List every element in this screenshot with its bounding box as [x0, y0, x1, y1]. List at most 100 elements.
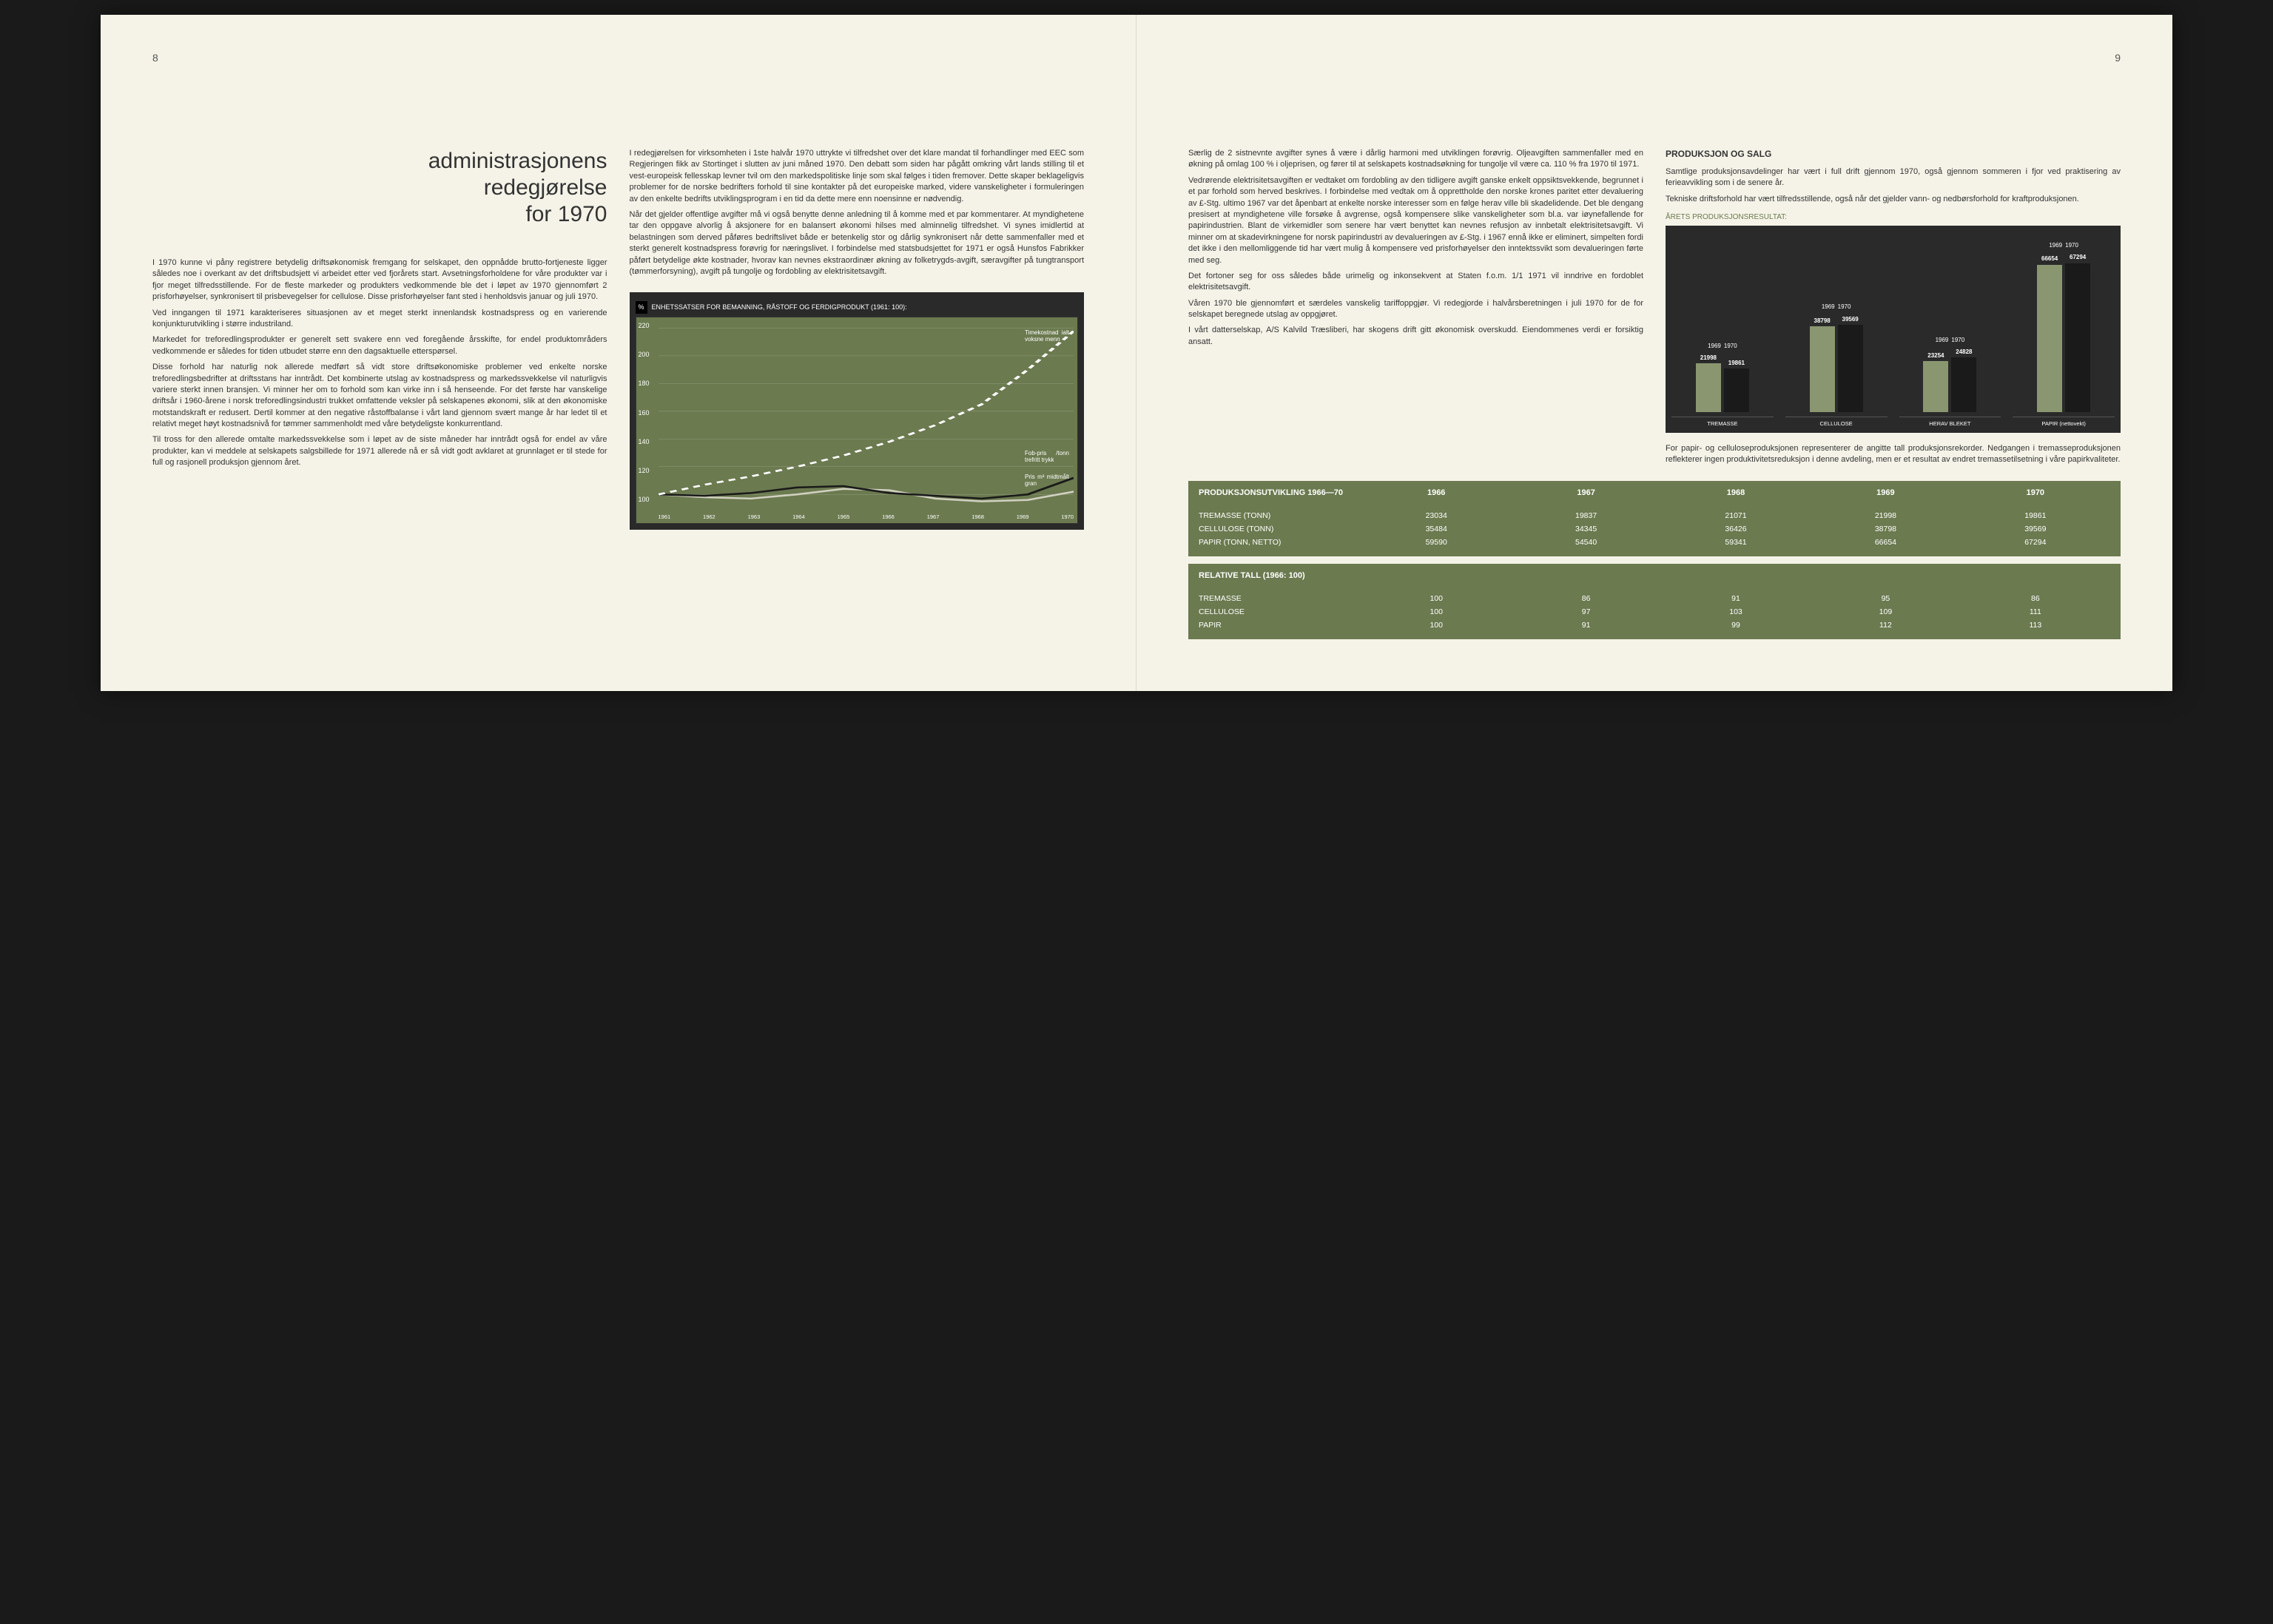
x-tick: 1966 [882, 513, 895, 522]
cell-value: 109 [1811, 607, 1960, 616]
row-label: CELLULOSE (TONN) [1199, 525, 1361, 533]
bar-fill [1810, 326, 1835, 412]
bar-fill [1838, 325, 1863, 413]
table2-row-2: PAPIR1009199112113 [1199, 619, 2110, 632]
row-label: TREMASSE [1199, 594, 1361, 603]
y-tick: 100 [639, 495, 656, 505]
cell-value: 99 [1661, 621, 1811, 630]
left-col1-para-0: I 1970 kunne vi påny registrere betydeli… [152, 257, 607, 303]
cell-value: 35484 [1361, 525, 1511, 533]
bar-year: 1969 [1822, 303, 1835, 311]
data-tables: PRODUKSJONSUTVIKLING 1966—70 19661967196… [1188, 481, 2121, 639]
bar-value: 23254 [1927, 351, 1944, 360]
bar-group-label: PAPIR (nettovekt) [2013, 417, 2115, 428]
cell-value: 39569 [1961, 525, 2110, 533]
line-chart-container: % ENHETSSATSER FOR BEMANNING, RÅSTOFF OG… [630, 292, 1085, 530]
right-col-1: Særlig de 2 sistnevnte avgifter synes å … [1188, 148, 1643, 466]
bar-group-label: TREMASSE [1671, 417, 1774, 428]
cell-value: 100 [1361, 594, 1511, 603]
left-col1-para-2: Markedet for treforedlingsprodukter er g… [152, 334, 607, 357]
cell-value: 112 [1811, 621, 1960, 630]
line-chart-x-axis: 1961196219631964196519661967196819691970 [659, 513, 1074, 522]
table-year-head: 1967 [1511, 488, 1660, 497]
table1-row-1: CELLULOSE (TONN)354843434536426387983956… [1199, 522, 2110, 536]
cell-value: 91 [1661, 594, 1811, 603]
chart-title-text: ENHETSSATSER FOR BEMANNING, RÅSTOFF OG F… [652, 303, 907, 312]
cell-value: 54540 [1511, 538, 1660, 547]
cell-value: 86 [1511, 594, 1660, 603]
left-col2-para-0: I redegjørelsen for virksomheten i 1ste … [630, 148, 1085, 205]
right-col1-para-3: Våren 1970 ble gjennomført et særdeles v… [1188, 298, 1643, 321]
right-columns: Særlig de 2 sistnevnte avgifter synes å … [1188, 148, 2121, 466]
left-columns: administrasjonens redegjørelse for 1970 … [152, 148, 1084, 530]
cell-value: 91 [1511, 621, 1660, 630]
production-note: For papir- og celluloseproduksjonen repr… [1666, 443, 2121, 466]
bar: 21998 [1696, 354, 1721, 412]
row-label: PAPIR [1199, 621, 1361, 630]
cell-value: 36426 [1661, 525, 1811, 533]
bar-group-3: 19691970 66654 67294 PAPIR (nettovekt) [2013, 233, 2115, 428]
bar-fill [1724, 368, 1749, 413]
cell-value: 86 [1961, 594, 2110, 603]
cell-value: 67294 [1961, 538, 2110, 547]
right-col1-para-0: Særlig de 2 sistnevnte avgifter synes å … [1188, 148, 1643, 171]
cell-value: 34345 [1511, 525, 1660, 533]
table1-head: PRODUKSJONSUTVIKLING 1966—70 19661967196… [1199, 488, 2110, 502]
table2-row-1: CELLULOSE10097103109111 [1199, 605, 2110, 619]
cell-value: 95 [1811, 594, 1960, 603]
row-label: TREMASSE (TONN) [1199, 511, 1361, 520]
row-label: PAPIR (TONN, NETTO) [1199, 538, 1361, 547]
bar: 67294 [2065, 253, 2090, 412]
table-production: PRODUKSJONSUTVIKLING 1966—70 19661967196… [1188, 481, 2121, 556]
bar-value: 24828 [1956, 348, 1972, 356]
bar-year: 1970 [2065, 241, 2078, 249]
chart-pct-symbol: % [636, 301, 647, 314]
bar-chart: 196919702199819861TREMASSE19691970387983… [1666, 226, 2121, 433]
bar-value: 66654 [2041, 255, 2058, 263]
document-title: administrasjonens redegjørelse for 1970 [152, 148, 607, 228]
bar: 38798 [1810, 317, 1835, 413]
bar-year: 1970 [1724, 342, 1737, 350]
bar: 23254 [1923, 351, 1948, 413]
section-produksjon-head: PRODUKSJON OG SALG [1666, 148, 2121, 161]
y-tick: 200 [639, 350, 656, 360]
table-year-head: 1969 [1811, 488, 1960, 497]
page-right: 9 Særlig de 2 sistnevnte avgifter synes … [1136, 15, 2172, 691]
cell-value: 21998 [1811, 511, 1960, 520]
table2-head: RELATIVE TALL (1966: 100) [1199, 571, 2110, 584]
bar-fill [1951, 357, 1976, 412]
cell-value: 113 [1961, 621, 2110, 630]
bar-year: 1969 [2049, 241, 2062, 249]
left-col1-para-3: Disse forhold har naturlig nok allerede … [152, 362, 607, 430]
bar-year: 1970 [1838, 303, 1851, 311]
title-line-1: administrasjonens [152, 148, 607, 175]
bar-fill [1696, 363, 1721, 412]
bar-year: 1969 [1708, 342, 1721, 350]
line-chart-plot: Timekostnad ialt voksne menn Fob-pris /t… [659, 321, 1074, 508]
x-tick: 1962 [703, 513, 715, 522]
bar-value: 19861 [1728, 359, 1745, 367]
cell-value: 19837 [1511, 511, 1660, 520]
bar-group-1: 196919703879839569CELLULOSE [1785, 233, 1888, 428]
table2-title: RELATIVE TALL (1966: 100) [1199, 571, 1361, 580]
bar-group-2: 196919702325424828HERAV BLEKET [1899, 233, 2001, 428]
row-label: CELLULOSE [1199, 607, 1361, 616]
right-col2-para-0: Samtlige produksjonsavdelinger har vært … [1666, 166, 2121, 189]
left-col1-para-4: Til tross for den allerede omtalte marke… [152, 434, 607, 468]
right-col1-para-2: Det fortoner seg for oss således både ur… [1188, 271, 1643, 294]
y-tick: 140 [639, 437, 656, 447]
bar-chart-title: ÅRETS PRODUKSJONSRESULTAT: [1666, 212, 2121, 223]
bar-fill [1923, 361, 1948, 413]
table-relative: RELATIVE TALL (1966: 100) TREMASSE100869… [1188, 564, 2121, 639]
bar: 39569 [1838, 315, 1863, 413]
cell-value: 103 [1661, 607, 1811, 616]
bar: 24828 [1951, 348, 1976, 413]
bar: 19861 [1724, 359, 1749, 413]
x-tick: 1970 [1061, 513, 1074, 522]
title-line-3: for 1970 [152, 201, 607, 228]
x-tick: 1969 [1017, 513, 1029, 522]
bar-fill [2037, 265, 2062, 413]
bar-group-0: 1969197021998 19861 TREMASSE [1671, 233, 1774, 428]
page-spread: 8 administrasjonens redegjørelse for 197… [101, 15, 2172, 691]
right-col1-para-4: I vårt datterselskap, A/S Kalvild Træsli… [1188, 325, 1643, 348]
